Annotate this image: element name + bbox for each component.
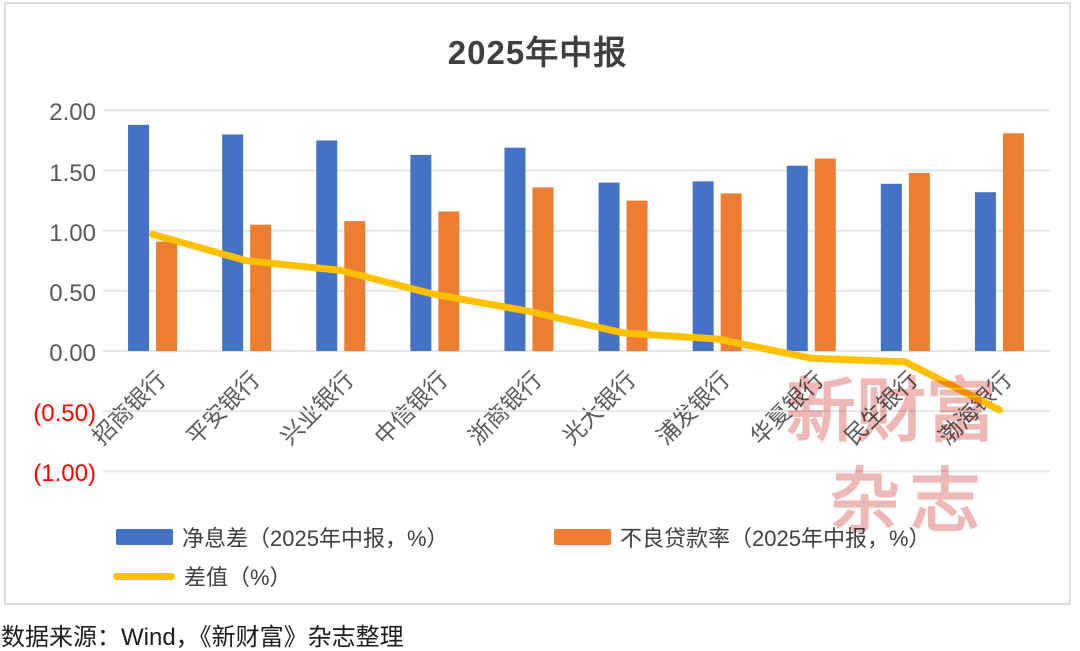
legend-item-net-interest-margin: 净息差（2025年中报，%） <box>116 521 449 553</box>
x-axis-category-label: 浦发银行 <box>651 366 735 450</box>
chart-title: 2025年中报 <box>447 34 628 71</box>
chart-frame: 2025年中报 2.00 1.50 1.00 0.50 0.00 (0.50) (1.00)… <box>4 2 1071 605</box>
difference-line-swatch-icon <box>113 572 175 580</box>
x-axis-category-label: 兴业银行 <box>274 366 359 450</box>
legend-label-difference: 差值（%） <box>184 565 292 590</box>
legend-label-net-interest-margin: 净息差（2025年中报，%） <box>182 526 449 551</box>
x-axis-category-label: 招商银行 <box>86 366 171 450</box>
y-axis-tick-label: 0.00 <box>49 340 96 367</box>
data-source-note: 数据来源：Wind，《新财富》杂志整理 <box>1 624 404 651</box>
y-axis-tick-label: 1.50 <box>49 159 96 187</box>
chart-legend: 净息差（2025年中报，%） 不良贷款率（2025年中报，%） 差值（%） <box>6 4 1080 604</box>
x-axis-category-label: 光大银行 <box>557 366 641 450</box>
y-axis-tick-label: (0.50) <box>33 400 96 428</box>
x-axis-category-label: 民生银行 <box>839 366 924 450</box>
legend-label-npl-ratio: 不良贷款率（2025年中报，%） <box>620 526 931 551</box>
legend-item-npl-ratio: 不良贷款率（2025年中报，%） <box>554 521 931 553</box>
x-axis-category-label: 渤海银行 <box>933 366 1018 450</box>
x-axis-category-label: 中信银行 <box>369 366 453 450</box>
x-axis-category-label: 华夏银行 <box>745 366 829 450</box>
npl-ratio-swatch-icon <box>554 529 611 545</box>
x-axis-category-label: 浙商银行 <box>463 366 547 450</box>
y-axis-tick-label: 0.50 <box>49 279 96 307</box>
net-interest-margin-swatch-icon <box>116 529 173 545</box>
y-axis-tick-label: (1.00) <box>33 460 96 488</box>
legend-item-difference: 差值（%） <box>113 560 292 592</box>
x-axis-category-label: 平安银行 <box>180 366 265 450</box>
y-axis-tick-label: 1.00 <box>49 219 96 247</box>
y-axis-tick-label: 2.00 <box>49 99 96 127</box>
